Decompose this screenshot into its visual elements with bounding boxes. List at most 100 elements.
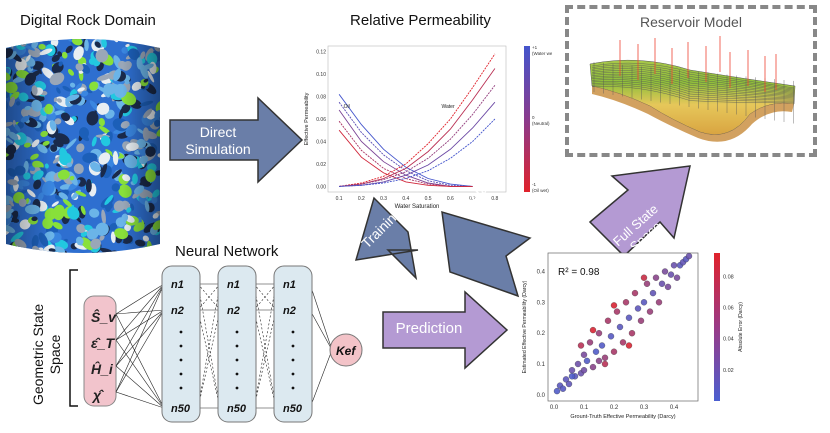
relperm-xtick: 0.2 xyxy=(358,196,365,202)
relperm-series-oil-1 xyxy=(338,94,473,187)
input-label-h: Ĥ_i xyxy=(91,360,114,377)
scatter-point xyxy=(616,323,624,331)
scatter-point xyxy=(604,317,612,324)
nn-node-label: n1 xyxy=(171,279,184,291)
relperm-colorbar-label: 0 xyxy=(532,115,535,120)
relperm-colorbar-label: (Water wet) xyxy=(532,51,552,56)
scatter-point xyxy=(601,360,609,368)
nn-ellipsis-dot xyxy=(235,330,239,334)
nn-ellipsis-dot xyxy=(179,330,183,334)
relperm-xtick: 0.3 xyxy=(380,196,387,202)
scatter-xtick: 0.3 xyxy=(640,405,649,411)
scatter-point xyxy=(670,262,678,269)
nn-ellipsis-dot xyxy=(179,372,183,376)
nn-node-label: n1 xyxy=(283,279,296,291)
scatter-point xyxy=(583,357,591,365)
scatter-point xyxy=(580,367,588,374)
scatter-r2-annotation: R² = 0.98 xyxy=(558,267,600,278)
relperm-xtick: 0.8 xyxy=(491,196,498,202)
scatter-point xyxy=(589,326,597,334)
scatter-point xyxy=(595,357,603,365)
scatter-point xyxy=(586,339,594,346)
training-arrow xyxy=(354,196,419,281)
scatter-point xyxy=(625,314,633,321)
scatter-point xyxy=(577,342,585,349)
scatter-colorbar-tick: 0.06 xyxy=(723,306,734,312)
prediction-scatter-chart: 0.0 0.1 0.2 0.3 0.4 0.0 0.1 0.2 0.3 0.4 Grount-Tru… xyxy=(522,252,744,420)
scatter-xlabel: Grount-Truth Effective Permeability (Dar… xyxy=(570,414,675,420)
input-label-eps: ε̂_T xyxy=(91,335,115,351)
relperm-ytick: 0.00 xyxy=(316,184,326,190)
relperm-annotation-oil: Oil xyxy=(344,104,350,110)
relperm-series-water-3 xyxy=(339,85,496,187)
output-node-label: Kef xyxy=(336,344,356,358)
nn-ellipsis-dot xyxy=(179,358,183,362)
scatter-point xyxy=(619,339,627,346)
nn-ellipsis-dot xyxy=(291,372,295,376)
geometric-state-space-label: Geometric State Space xyxy=(30,304,64,405)
scatter-point xyxy=(601,354,609,361)
scatter-point xyxy=(685,252,693,260)
scatter-point xyxy=(610,348,618,355)
scatter-point xyxy=(613,308,621,315)
scatter-xtick: 0.1 xyxy=(580,405,589,411)
nn-node-label: n2 xyxy=(227,305,240,317)
nn-ellipsis-dot xyxy=(291,358,295,362)
scatter-point xyxy=(607,333,615,340)
hidden-layer-1 xyxy=(161,265,201,423)
scatter-point xyxy=(646,308,654,315)
nn-ellipsis-dot xyxy=(235,358,239,362)
scatter-point xyxy=(553,387,561,395)
relative-permeability-title: Relative Permeability xyxy=(350,12,491,29)
prediction-label: Prediction xyxy=(395,320,463,337)
relperm-colorbar-label: (Oil wet) xyxy=(532,188,549,193)
scatter-point xyxy=(655,299,663,306)
scatter-xtick: 0.2 xyxy=(610,405,619,411)
scatter-point xyxy=(664,283,672,291)
relperm-xlabel: Water Saturation xyxy=(395,204,440,210)
direct-simulation-label-line1: Direct xyxy=(199,124,237,140)
scatter-point xyxy=(595,330,603,337)
scatter-point xyxy=(574,360,582,368)
scatter-point xyxy=(580,351,588,358)
digital-rock-title: Digital Rock Domain xyxy=(20,12,156,29)
relative-permeability-chart: 0.1 0.2 0.3 0.4 0.5 0.6 0.7 0.8 0.00 0.02 0.04 0.06… xyxy=(304,45,552,210)
scatter-colorbar-label: Absolute Error (Darcy) xyxy=(738,302,744,352)
relperm-ytick: 0.06 xyxy=(316,117,326,123)
nn-ellipsis-dot xyxy=(179,344,183,348)
direct-simulation-label: Direct Simulation xyxy=(178,124,258,158)
relperm-series-water-5 xyxy=(339,118,496,187)
nn-node-label: n2 xyxy=(171,305,184,317)
nn-ellipsis-dot xyxy=(235,386,239,390)
scatter-point xyxy=(625,342,633,349)
scatter-point xyxy=(568,367,576,374)
scatter-colorbar-tick: 0.02 xyxy=(723,368,734,374)
output-node xyxy=(329,333,363,367)
scatter-ytick: 0.3 xyxy=(537,300,546,306)
geometric-state-space-line1: Geometric State xyxy=(30,303,46,405)
scatter-ytick: 0.0 xyxy=(537,393,546,399)
scatter-point xyxy=(631,289,639,297)
scatter-point xyxy=(592,348,600,355)
input-label-chi: χ̂ xyxy=(91,387,104,403)
nn-ellipsis-dot xyxy=(291,330,295,334)
relperm-ytick: 0.08 xyxy=(316,95,326,101)
relperm-ytick: 0.10 xyxy=(316,72,326,78)
scatter-point xyxy=(628,330,636,337)
nn-ellipsis-dot xyxy=(179,386,183,390)
nn-node-label: n50 xyxy=(283,403,303,415)
scatter-colorbar-tick: 0.08 xyxy=(723,274,734,280)
scatter-ytick: 0.4 xyxy=(537,270,546,276)
nn-ellipsis-dot xyxy=(235,372,239,376)
input-label-sv: Ŝ_v xyxy=(91,308,117,325)
relperm-xtick: 0.7 xyxy=(469,196,476,202)
direct-simulation-arrow xyxy=(169,96,304,184)
relperm-colorbar xyxy=(524,46,530,192)
nn-node-label: n2 xyxy=(283,305,296,317)
relperm-annotation-water: Water xyxy=(441,104,454,110)
scatter-point xyxy=(637,317,645,324)
relperm-series-oil-2 xyxy=(338,101,473,187)
reservoir-model-frame xyxy=(565,5,817,157)
scatter-xtick: 0.0 xyxy=(550,405,559,411)
